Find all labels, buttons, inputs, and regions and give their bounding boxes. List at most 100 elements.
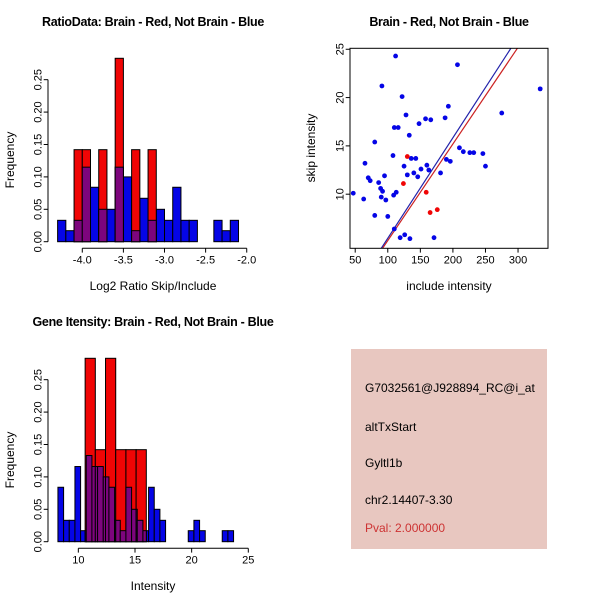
hist-bar <box>213 219 223 243</box>
data-point <box>455 62 460 68</box>
gene-hist-plot-area: 10 15 20 25 0.00 0.05 0.10 0.15 0.20 0.25 <box>33 357 254 566</box>
data-point <box>380 188 385 194</box>
overlap-bar <box>136 519 144 543</box>
y-tick-label: 0.25 <box>33 69 45 90</box>
data-point <box>438 170 443 176</box>
data-point <box>423 189 429 195</box>
gene-hist-xlabel: Intensity <box>131 579 176 593</box>
data-point <box>383 197 389 203</box>
y-tick-label: 0.05 <box>33 199 45 220</box>
data-point <box>393 53 398 59</box>
data-point <box>445 103 451 109</box>
hist-bar <box>68 519 76 543</box>
data-point <box>404 154 410 159</box>
data-point <box>537 86 543 92</box>
data-point <box>390 153 396 158</box>
hist-bar <box>229 219 240 243</box>
plot-box <box>349 47 549 249</box>
scatter-xlabel: include intensity <box>406 279 491 293</box>
data-point <box>447 158 453 164</box>
x-axis: -4.0 -3.5 -3.0 -2.5 -2.0 <box>73 247 256 266</box>
data-point <box>460 149 466 155</box>
overlap-bars <box>84 455 147 543</box>
x-tick-label: -2.5 <box>196 254 215 266</box>
x-tick-label: -3.0 <box>155 254 174 266</box>
overlap-bar <box>97 466 104 543</box>
overlap-bar <box>91 466 96 543</box>
hist-bar <box>188 219 198 243</box>
overlap-bar <box>105 476 110 543</box>
hist-bar <box>63 519 70 543</box>
event-type-text: altTxStart <box>365 420 417 434</box>
ratio-hist-plot-area: -4.0 -3.5 -3.0 -2.5 -2.0 0.00 0.05 0.10 0.15 0.20… <box>33 57 256 266</box>
data-point <box>457 145 462 151</box>
gene-info-panel: G7032561@J928894_RC@i_at altTxStart Gylt… <box>351 349 547 549</box>
y-tick-label: 0.20 <box>33 101 45 122</box>
data-point <box>382 173 387 179</box>
x-tick-label: 200 <box>444 254 462 266</box>
y-tick-label: 0.10 <box>33 466 45 487</box>
hist-bar <box>106 208 116 243</box>
x-tick-label: 15 <box>129 554 141 566</box>
y-axis: 0.00 0.05 0.10 0.15 0.20 0.25 <box>33 369 49 552</box>
y-tick-label: 0.15 <box>33 434 45 455</box>
y-tick-label: 0.00 <box>33 531 45 552</box>
overlap-bar <box>147 219 157 243</box>
y-tick-label: 0.20 <box>33 401 45 422</box>
hist-bar <box>155 208 166 243</box>
ratio-histogram: RatioData: Brain - Red, Not Brain - Blue… <box>3 15 265 293</box>
data-point <box>467 150 473 156</box>
x-tick-label: 50 <box>349 254 361 266</box>
data-point <box>426 167 432 173</box>
hist-bar <box>131 149 141 243</box>
fit-lines <box>380 48 518 249</box>
y-tick-label: 0.00 <box>33 231 45 252</box>
data-point <box>379 83 385 89</box>
hist-bar <box>164 219 174 243</box>
scatter-plot-area: 50 100 150 200 250 300 10 15 20 25 <box>335 43 549 266</box>
scatter-ylabel: skip intensity <box>304 114 318 183</box>
y-tick-label: 15 <box>335 140 347 152</box>
data-point <box>411 170 417 176</box>
x-tick-label: -3.5 <box>114 254 133 266</box>
hist-bar <box>172 186 182 243</box>
data-point <box>397 235 403 241</box>
data-point <box>499 110 505 116</box>
gene-hist-ylabel: Frequency <box>3 432 17 489</box>
data-point <box>376 180 382 185</box>
data-point <box>443 157 449 162</box>
data-point <box>372 139 378 145</box>
data-point <box>424 162 430 168</box>
hist-bar <box>74 466 82 543</box>
data-point <box>403 112 409 118</box>
data-point <box>416 121 422 127</box>
data-point <box>401 163 407 169</box>
x-tick-label: 250 <box>476 254 494 266</box>
x-tick-label: 20 <box>186 554 198 566</box>
data-point <box>399 94 405 100</box>
data-point <box>428 117 434 123</box>
brain-fit-line <box>382 48 518 249</box>
data-point <box>415 174 421 180</box>
y-tick-label: 0.05 <box>33 499 45 520</box>
data-point <box>391 192 397 198</box>
data-point <box>350 190 356 196</box>
overlap-bar <box>119 530 127 543</box>
pval-text: Pval: 2.000000 <box>365 521 446 535</box>
y-tick-label: 0.15 <box>33 134 45 155</box>
hist-bar <box>90 186 100 243</box>
overlap-bar <box>98 208 108 243</box>
hist-bar <box>180 219 190 243</box>
overlap-bar <box>131 508 137 543</box>
ratio-hist-title: RatioData: Brain - Red, Not Brain - Blue <box>42 15 264 29</box>
not-brain-fit-line <box>380 48 512 249</box>
data-point <box>442 115 448 121</box>
hist-bar <box>148 486 155 543</box>
data-point <box>385 214 391 219</box>
overlap-bar <box>115 519 121 543</box>
overlap-bar <box>142 530 147 543</box>
gene-name-text: Gyltl1b <box>365 456 403 470</box>
y-axis: 10 15 20 25 <box>335 43 350 200</box>
intensity-scatter: Brain - Red, Not Brain - Blue include in… <box>304 15 549 293</box>
data-point <box>401 181 406 186</box>
